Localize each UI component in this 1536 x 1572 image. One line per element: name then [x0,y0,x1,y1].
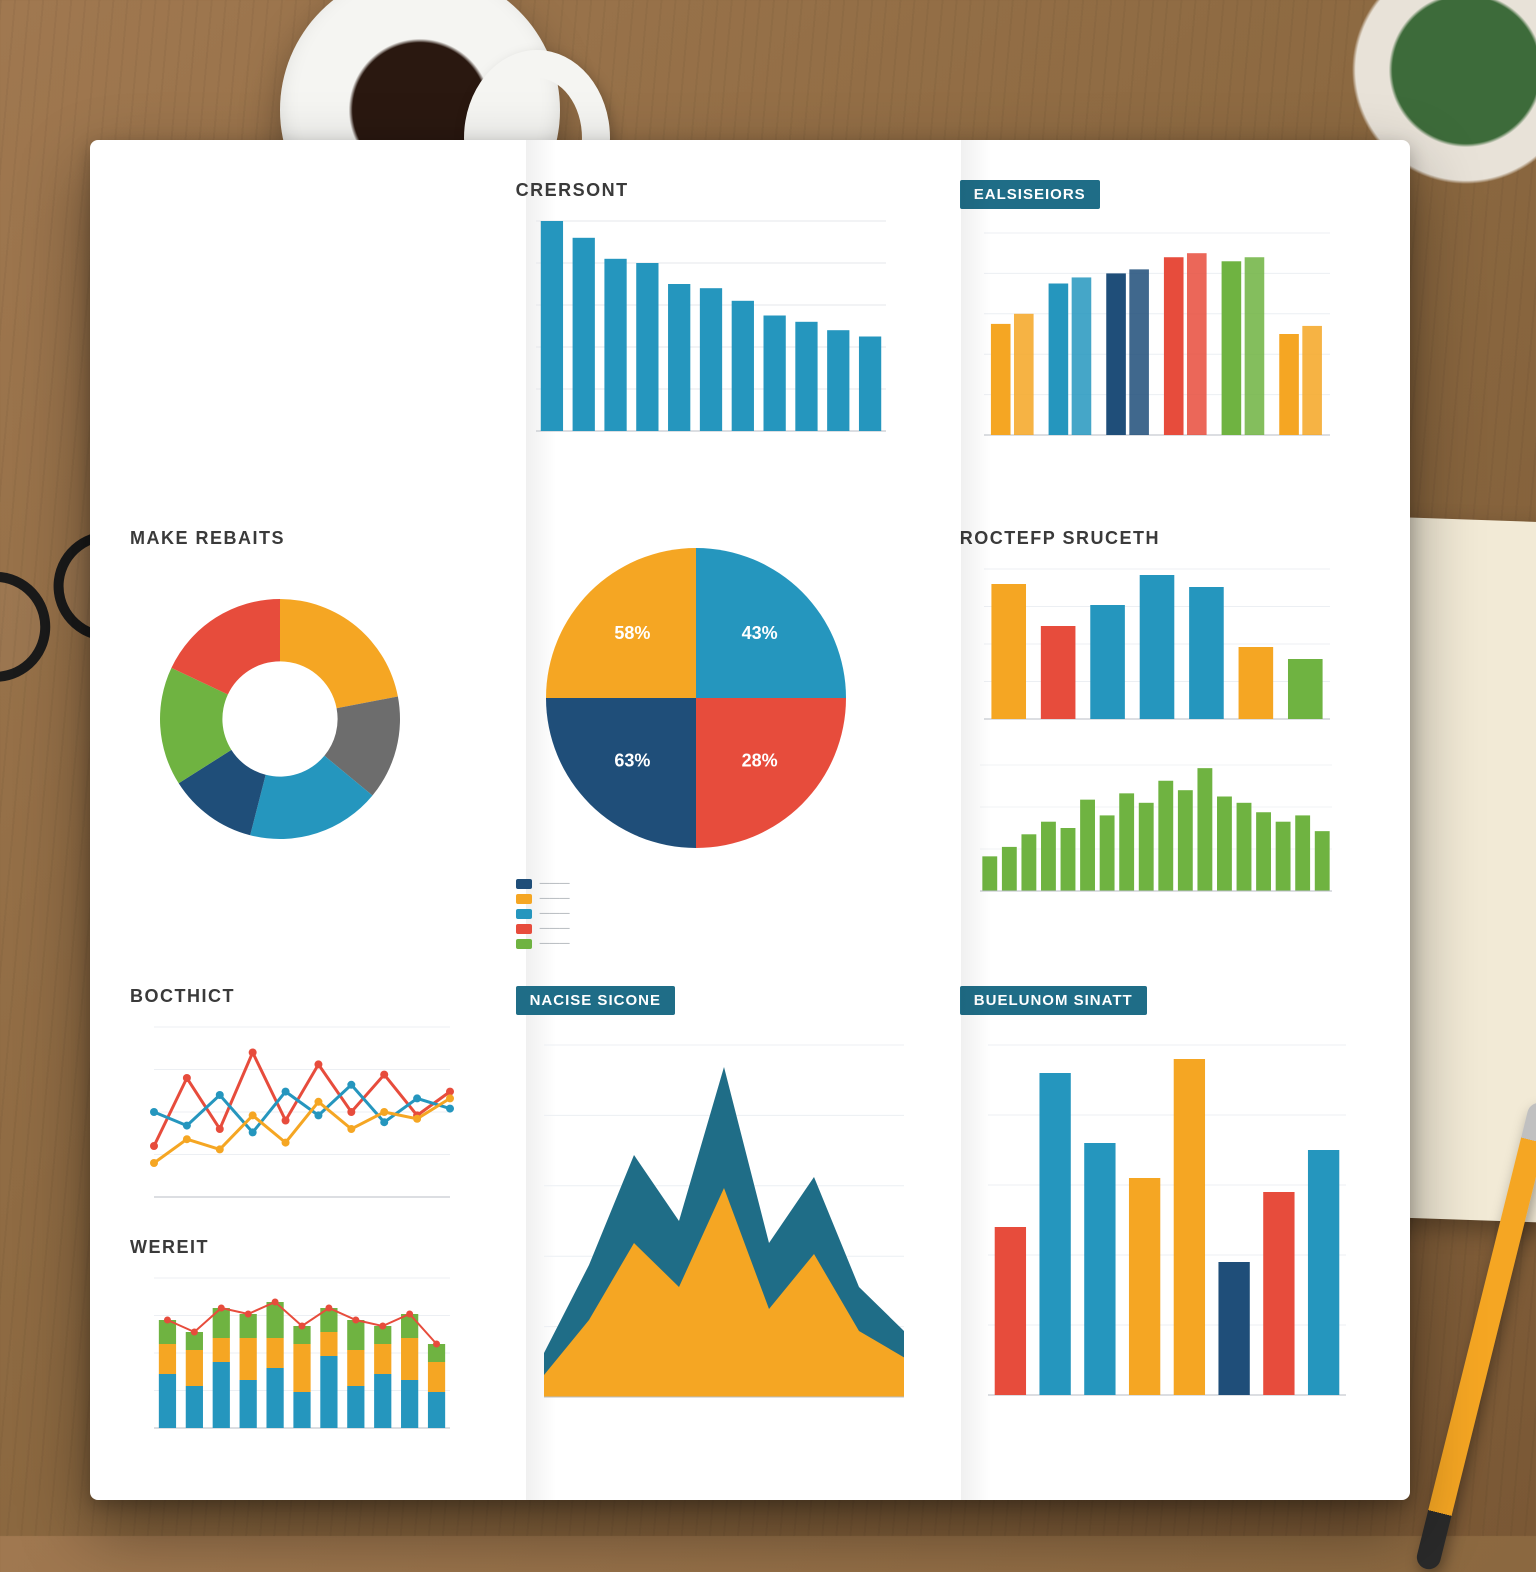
page-blank-corner [130,180,482,500]
legend-row: ——— [516,938,926,949]
panel-top-bar: CRERSONT [516,180,926,500]
chart-top-right [960,219,1340,459]
svg-text:63%: 63% [614,750,650,770]
svg-text:58%: 58% [614,623,650,643]
title-line: BOCTHICT [130,986,482,1007]
svg-text:28%: 28% [741,750,777,770]
panel-bottom-right: BUELUNOM SINATT [960,986,1370,1450]
title-area: NACISE SICONE [516,986,675,1015]
panel-mid-right: ROCTEFP SRUCETH [960,528,1370,958]
chart-mid-right [960,559,1340,739]
legend-row: ——— [516,878,926,889]
title-bottom-right: BUELUNOM SINATT [960,986,1147,1015]
svg-text:43%: 43% [741,623,777,643]
chart-bottom-right [960,1025,1360,1425]
panel-area: NACISE SICONE [516,986,926,1450]
pie-legend: ——— ——— ——— ——— ——— [516,878,926,949]
chart-stacked [130,1268,460,1448]
legend-row: ——— [516,923,926,934]
panel-top-right: EALSISEIORS [960,180,1370,500]
legend-row: ——— [516,893,926,904]
title-donut: MAKE REBAITS [130,528,482,549]
xlabels-top-bar [516,451,926,455]
title-mid-right: ROCTEFP SRUCETH [960,528,1370,549]
chart-green-bars [960,757,1340,907]
title-top-right: EALSISEIORS [960,180,1100,209]
report-booklet: CRERSONT EALSISEIORS MAKE REBAITS 43% 28%… [90,140,1410,1500]
chart-pie: 43% 28% 63% 58% [516,528,876,868]
chart-donut [130,559,430,859]
chart-top-bar [516,211,896,451]
panel-bottom-left: BOCTHICT WEREIT [130,986,482,1450]
title-top-bar: CRERSONT [516,180,926,201]
panel-pie: 43% 28% 63% 58% ——— ——— ——— ——— ——— [516,528,926,958]
title-stacked: WEREIT [130,1237,482,1258]
donut-caption [130,863,482,873]
chart-area [516,1025,916,1425]
panel-donut: MAKE REBAITS [130,528,482,958]
legend-row: ——— [516,908,926,919]
chart-line [130,1017,460,1217]
